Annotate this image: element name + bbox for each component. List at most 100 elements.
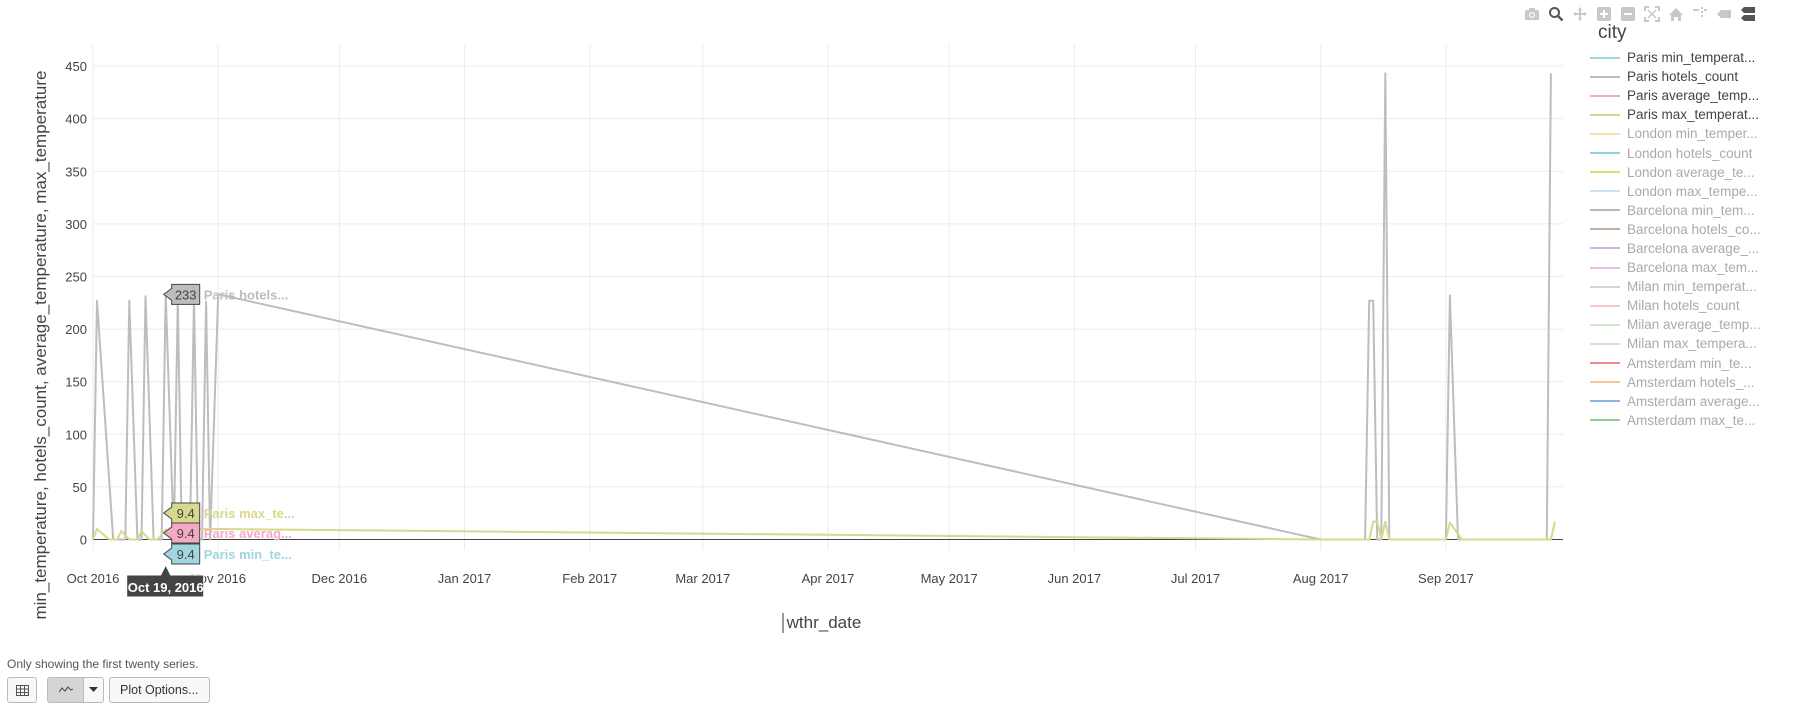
legend-swatch xyxy=(1590,113,1620,116)
legend-item[interactable]: Paris average_temp... xyxy=(1590,86,1790,105)
legend-item[interactable]: Barcelona max_tem... xyxy=(1590,258,1790,277)
hover-label: 9.4 Paris min_te... xyxy=(162,543,292,565)
legend-swatch xyxy=(1590,228,1620,231)
plot-options-button[interactable]: Plot Options... xyxy=(109,677,210,703)
legend-item[interactable]: Milan min_temperat... xyxy=(1590,277,1790,296)
chevron-down-icon xyxy=(89,687,98,692)
legend-item[interactable]: Barcelona average_... xyxy=(1590,239,1790,258)
x-tick-label: Sep 2017 xyxy=(1418,571,1474,586)
x-tick-label: Jun 2017 xyxy=(1048,571,1102,586)
legend-swatch xyxy=(1590,266,1620,269)
y-tick-label: 400 xyxy=(65,112,87,127)
legend-item[interactable]: Amsterdam hotels_... xyxy=(1590,373,1790,392)
legend-item[interactable]: Milan max_tempera... xyxy=(1590,334,1790,353)
y-axis-title: min_temperature, hotels_count, average_t… xyxy=(31,70,50,619)
legend-item[interactable]: Barcelona hotels_co... xyxy=(1590,220,1790,239)
y-tick-label: 350 xyxy=(65,164,87,179)
x-tick-label: May 2017 xyxy=(921,571,978,586)
zoom-in-icon[interactable] xyxy=(1592,4,1616,24)
legend-swatch xyxy=(1590,323,1620,326)
table-view-button[interactable] xyxy=(7,677,37,703)
hover-series-name: Paris hotels... xyxy=(204,287,289,302)
legend-label: London average_te... xyxy=(1627,164,1755,180)
camera-icon[interactable] xyxy=(1520,4,1544,24)
legend-label: Milan hotels_count xyxy=(1627,298,1740,314)
legend-swatch xyxy=(1590,132,1620,135)
legend-label: Amsterdam hotels_... xyxy=(1627,374,1755,390)
legend-swatch xyxy=(1590,400,1620,403)
spike-lines-icon[interactable] xyxy=(1688,4,1712,24)
line-chart-icon xyxy=(58,686,73,693)
x-tick-label: Feb 2017 xyxy=(562,571,617,586)
legend-label: Amsterdam min_te... xyxy=(1627,355,1752,371)
legend-label: Milan max_tempera... xyxy=(1627,336,1757,352)
hover-value: 9.4 xyxy=(177,526,195,541)
hover-x-value: Oct 19, 2016 xyxy=(128,580,204,595)
legend-item[interactable]: Milan average_temp... xyxy=(1590,315,1790,334)
legend-item[interactable]: Amsterdam max_te... xyxy=(1590,411,1790,430)
hover-x-label: Oct 19, 2016 xyxy=(126,563,205,598)
y-tick-label: 50 xyxy=(73,480,87,495)
y-axis-ticks: 0 50 100 150 200 250 300 350 400 450 xyxy=(65,59,87,547)
zoom-out-icon[interactable] xyxy=(1616,4,1640,24)
legend-item[interactable]: London average_te... xyxy=(1590,163,1790,182)
legend-item[interactable]: Paris hotels_count xyxy=(1590,67,1790,86)
hover-label: 233 Paris hotels... xyxy=(162,283,289,305)
legend-item[interactable]: Amsterdam average... xyxy=(1590,392,1790,411)
x-axis-ticks: Oct 2016 Nov 2016 Dec 2016 Jan 2017 Feb 2017… xyxy=(67,571,1474,586)
x-axis-title: wthr_date xyxy=(786,613,862,632)
legend-swatch xyxy=(1590,171,1620,174)
legend-label: London max_tempe... xyxy=(1627,183,1758,199)
legend-item[interactable]: Paris max_temperat... xyxy=(1590,105,1790,124)
hover-series-name: Paris averag... xyxy=(204,526,292,541)
legend-label: Barcelona hotels_co... xyxy=(1627,221,1761,237)
x-tick-label: Jul 2017 xyxy=(1171,571,1220,586)
autoscale-icon[interactable] xyxy=(1640,4,1664,24)
legend-item[interactable]: Paris min_temperat... xyxy=(1590,48,1790,67)
legend-swatch xyxy=(1590,381,1620,384)
legend-items: Paris min_temperat... Paris hotels_count P… xyxy=(1590,48,1790,430)
legend-item[interactable]: Milan hotels_count xyxy=(1590,296,1790,315)
legend-swatch xyxy=(1590,75,1620,78)
y-tick-label: 0 xyxy=(80,532,87,547)
legend: city Paris min_temperat... Paris hotels_c… xyxy=(1590,22,1790,430)
grid-lines xyxy=(92,45,1563,550)
legend-item[interactable]: London hotels_count xyxy=(1590,143,1790,162)
legend-item[interactable]: London min_temper... xyxy=(1590,124,1790,143)
series-limit-note: Only showing the first twenty series. xyxy=(7,657,199,671)
hover-compare-icon[interactable] xyxy=(1736,4,1760,24)
chart-view-button[interactable] xyxy=(47,677,84,703)
chart-type-dropdown[interactable] xyxy=(84,677,104,703)
y-tick-label: 450 xyxy=(65,59,87,74)
hover-closest-icon[interactable] xyxy=(1712,4,1736,24)
legend-item[interactable]: London max_tempe... xyxy=(1590,182,1790,201)
x-tick-label: Aug 2017 xyxy=(1293,571,1349,586)
legend-title: city xyxy=(1598,22,1627,43)
legend-item[interactable]: Amsterdam min_te... xyxy=(1590,354,1790,373)
home-icon[interactable] xyxy=(1664,4,1688,24)
legend-swatch xyxy=(1590,342,1620,345)
legend-swatch xyxy=(1590,304,1620,307)
legend-item[interactable]: Barcelona min_tem... xyxy=(1590,201,1790,220)
legend-label: Amsterdam average... xyxy=(1627,393,1760,409)
legend-swatch xyxy=(1590,362,1620,365)
legend-label: London min_temper... xyxy=(1627,126,1758,142)
series-line[interactable] xyxy=(92,520,1556,541)
legend-label: Milan min_temperat... xyxy=(1627,279,1757,295)
legend-label: Barcelona max_tem... xyxy=(1627,260,1759,276)
legend-label: Paris min_temperat... xyxy=(1627,50,1756,66)
legend-label: Paris max_temperat... xyxy=(1627,107,1760,123)
legend-label: Paris hotels_count xyxy=(1627,69,1739,85)
hover-value: 233 xyxy=(175,287,197,302)
table-icon xyxy=(15,684,29,696)
zoom-icon[interactable] xyxy=(1544,4,1568,24)
hover-label: 9.4 Paris averag... xyxy=(162,522,292,544)
y-tick-label: 300 xyxy=(65,217,87,232)
hover-value: 9.4 xyxy=(177,547,195,562)
x-tick-label: Dec 2016 xyxy=(312,571,368,586)
pan-icon[interactable] xyxy=(1568,4,1592,24)
legend-swatch xyxy=(1590,56,1620,59)
series-line[interactable] xyxy=(92,72,1552,541)
series-layer[interactable] xyxy=(92,72,1556,541)
legend-label: Paris average_temp... xyxy=(1627,88,1760,104)
